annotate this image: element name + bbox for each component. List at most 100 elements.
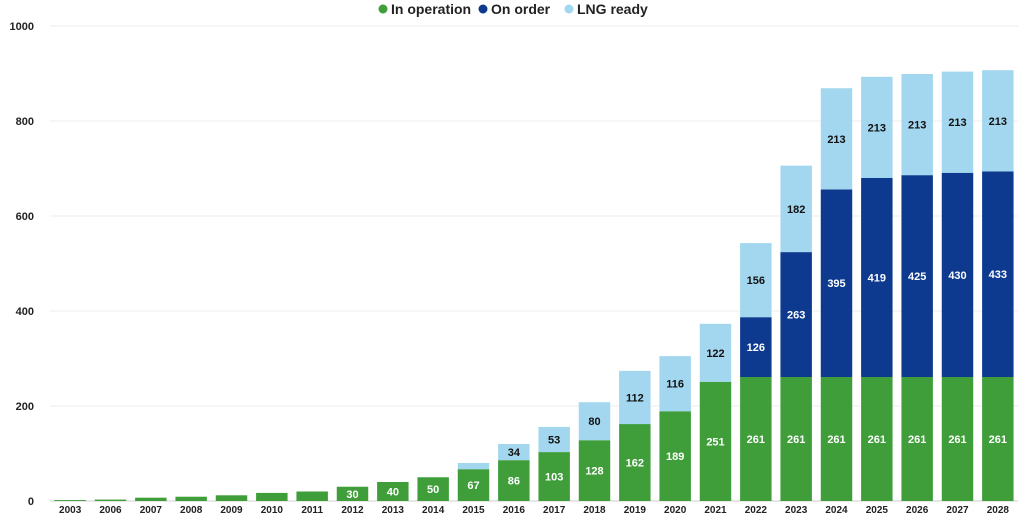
x-tick-label: 2027 [946,505,969,516]
legend-label: LNG ready [577,1,648,17]
bar-value-label: 34 [508,447,521,459]
x-tick-label: 2016 [503,505,526,516]
x-tick-label: 2011 [301,505,323,516]
x-tick-label: 2010 [261,505,284,516]
bar-segment [135,497,167,501]
x-tick-label: 2012 [341,505,364,516]
bar-segment [982,171,1014,378]
bar-value-label: 126 [747,342,765,354]
bar-segment [619,370,651,425]
y-tick-label: 800 [16,116,34,128]
bar-value-label: 156 [747,275,765,287]
bar-segment [175,496,207,501]
x-tick-label: 2023 [785,505,808,516]
gridlines [50,25,1018,502]
bar-value-label: 40 [387,487,399,499]
bar-segment [780,377,812,501]
bar-segment [457,463,490,470]
x-tick-label: 2019 [624,505,647,516]
bar-segment [740,377,772,501]
bar-segment [54,500,86,501]
x-tick-label: 2021 [704,505,727,516]
y-tick-label: 200 [16,401,34,413]
x-tick-label: 2009 [220,505,243,516]
bar-segment [296,491,328,501]
x-tick-label: 2024 [825,505,848,516]
bar-value-label: 213 [868,122,886,134]
bar-value-label: 182 [787,204,805,216]
y-axis: 0 200 400 600 800 1000 [10,21,34,508]
bar-segment [94,499,127,501]
bar-segment [740,317,772,378]
bar-value-label: 213 [827,134,845,146]
x-tick-label: 2026 [906,505,929,516]
y-tick-label: 400 [16,306,34,318]
bar-value-label: 430 [948,270,966,282]
bar-value-label: 425 [908,271,926,283]
bar-value-label: 128 [585,466,603,478]
bar-segment [982,377,1014,501]
bar-segment [901,175,933,378]
bar-segment [982,70,1014,172]
bar-value-label: 112 [626,392,644,404]
x-tick-label: 2006 [99,505,122,516]
x-tick-label: 2003 [59,505,82,516]
bar-value-label: 116 [666,379,684,391]
bar-value-label: 261 [827,434,845,446]
bar-value-label: 30 [346,489,358,501]
x-tick-label: 2020 [664,505,687,516]
bar-segment [941,377,974,501]
legend-marker [478,4,488,14]
bar-segment [699,381,732,501]
bar-segment [699,323,732,382]
bar-segment [780,252,812,378]
bar-value-label: 263 [787,310,805,322]
bar-segment [861,178,893,378]
bar-segment [820,88,853,190]
bar-value-label: 261 [908,434,926,446]
bar-segment [417,477,449,501]
bar-value-label: 395 [827,278,845,290]
x-tick-label: 2014 [422,505,445,516]
bar-segment [336,486,369,501]
bar-value-label: 122 [706,348,724,360]
x-tick-label: 2013 [382,505,405,516]
bar-segment [578,402,611,441]
bar-segment [256,492,288,501]
bar-value-label: 261 [868,434,886,446]
bar-segment [498,444,530,461]
bar-value-label: 213 [948,117,966,129]
x-tick-label: 2022 [745,505,768,516]
legend-marker [378,4,388,14]
bar-value-label: 419 [868,273,886,285]
bar-segment [377,482,409,501]
bar-segment [861,76,893,178]
bar-value-label: 53 [548,434,560,446]
legend-label: On order [491,1,551,17]
legend-label: In operation [391,1,471,17]
legend-marker [564,4,574,14]
y-tick-label: 0 [28,496,34,508]
bar-value-label: 261 [989,434,1007,446]
bar-segment [820,377,853,501]
bar-segment [740,243,772,318]
bar-segment [538,452,570,501]
bar-segment [861,377,893,501]
x-tick-label: 2008 [180,505,203,516]
bar-value-label: 67 [467,480,479,492]
bar-value-label: 162 [626,458,644,470]
x-tick-label: 2015 [462,505,485,516]
bar-segment [457,469,490,501]
bars: 30 40 50 67 86 34 103 53 128 80 162 112 189 116 251 122… [54,70,1014,501]
y-tick-label: 1000 [10,21,34,33]
bar-value-label: 261 [747,434,765,446]
bar-segment [498,460,530,501]
bar-value-label: 80 [588,416,600,428]
y-tick-label: 600 [16,211,34,223]
bar-segment [215,495,248,501]
bar-value-label: 261 [948,434,966,446]
bar-value-label: 251 [706,436,724,448]
bar-value-label: 86 [508,476,520,488]
bar-segment [901,73,933,176]
